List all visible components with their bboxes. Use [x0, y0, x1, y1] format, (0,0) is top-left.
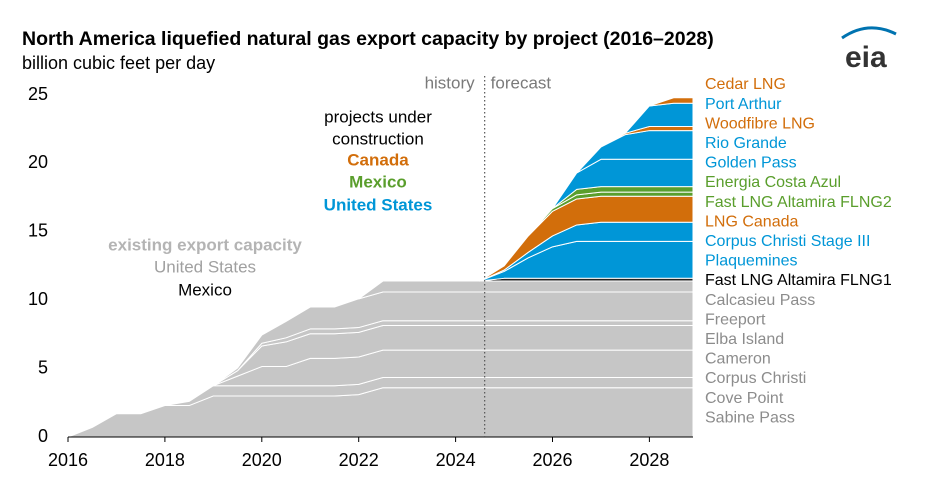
y-tick-label: 20 — [28, 152, 48, 172]
legend-label: Calcasieu Pass — [705, 292, 815, 309]
x-tick-label: 2016 — [48, 450, 88, 470]
x-tick-label: 2020 — [242, 450, 282, 470]
area — [358, 280, 694, 300]
note: Mexico — [349, 172, 407, 191]
y-tick-label: 15 — [28, 221, 48, 241]
y-tick-label: 10 — [28, 289, 48, 309]
logo: eia — [845, 41, 887, 74]
x-tick-label: 2018 — [145, 450, 185, 470]
y-tick-label: 25 — [28, 84, 48, 104]
chart-title: North America liquefied natural gas expo… — [22, 28, 714, 50]
logo-arc — [841, 26, 897, 40]
note: United States — [324, 195, 433, 214]
note: United States — [154, 257, 256, 276]
annotation: history — [425, 73, 476, 92]
note: Canada — [347, 150, 409, 169]
x-tick-label: 2022 — [339, 450, 379, 470]
y-tick-label: 0 — [38, 426, 48, 446]
x-tick-label: 2028 — [629, 450, 669, 470]
annotation: forecast — [491, 73, 552, 92]
y-tick-label: 5 — [38, 357, 48, 377]
legend-label: Fast LNG Altamira FLNG2 — [705, 194, 892, 211]
legend-label: Port Arthur — [705, 96, 782, 113]
legend-label: Plaquemines — [705, 253, 798, 270]
note: projects under — [324, 107, 432, 126]
chart-subtitle: billion cubic feet per day — [22, 53, 215, 73]
legend-label: Sabine Pass — [705, 409, 795, 426]
legend-label: Corpus Christi Stage III — [705, 233, 870, 250]
legend-label: Woodfibre LNG — [705, 115, 815, 132]
x-tick-label: 2026 — [532, 450, 572, 470]
legend-label: Cove Point — [705, 390, 784, 407]
legend-label: Golden Pass — [705, 155, 797, 172]
legend-label: Cedar LNG — [705, 76, 786, 93]
area — [67, 387, 694, 438]
legend-label: Rio Grande — [705, 135, 787, 152]
x-tick-label: 2024 — [436, 450, 476, 470]
note: construction — [332, 129, 424, 148]
note: Mexico — [178, 280, 232, 299]
note: existing export capacity — [108, 235, 302, 254]
legend-label: Corpus Christi — [705, 370, 806, 387]
legend-label: Cameron — [705, 351, 771, 368]
legend-label: Elba Island — [705, 331, 784, 348]
legend-label: Energia Costa Azul — [705, 174, 841, 191]
legend-label: Freeport — [705, 311, 766, 328]
area — [648, 97, 694, 107]
legend-label: LNG Canada — [705, 213, 798, 230]
legend-label: Fast LNG Altamira FLNG1 — [705, 272, 892, 289]
